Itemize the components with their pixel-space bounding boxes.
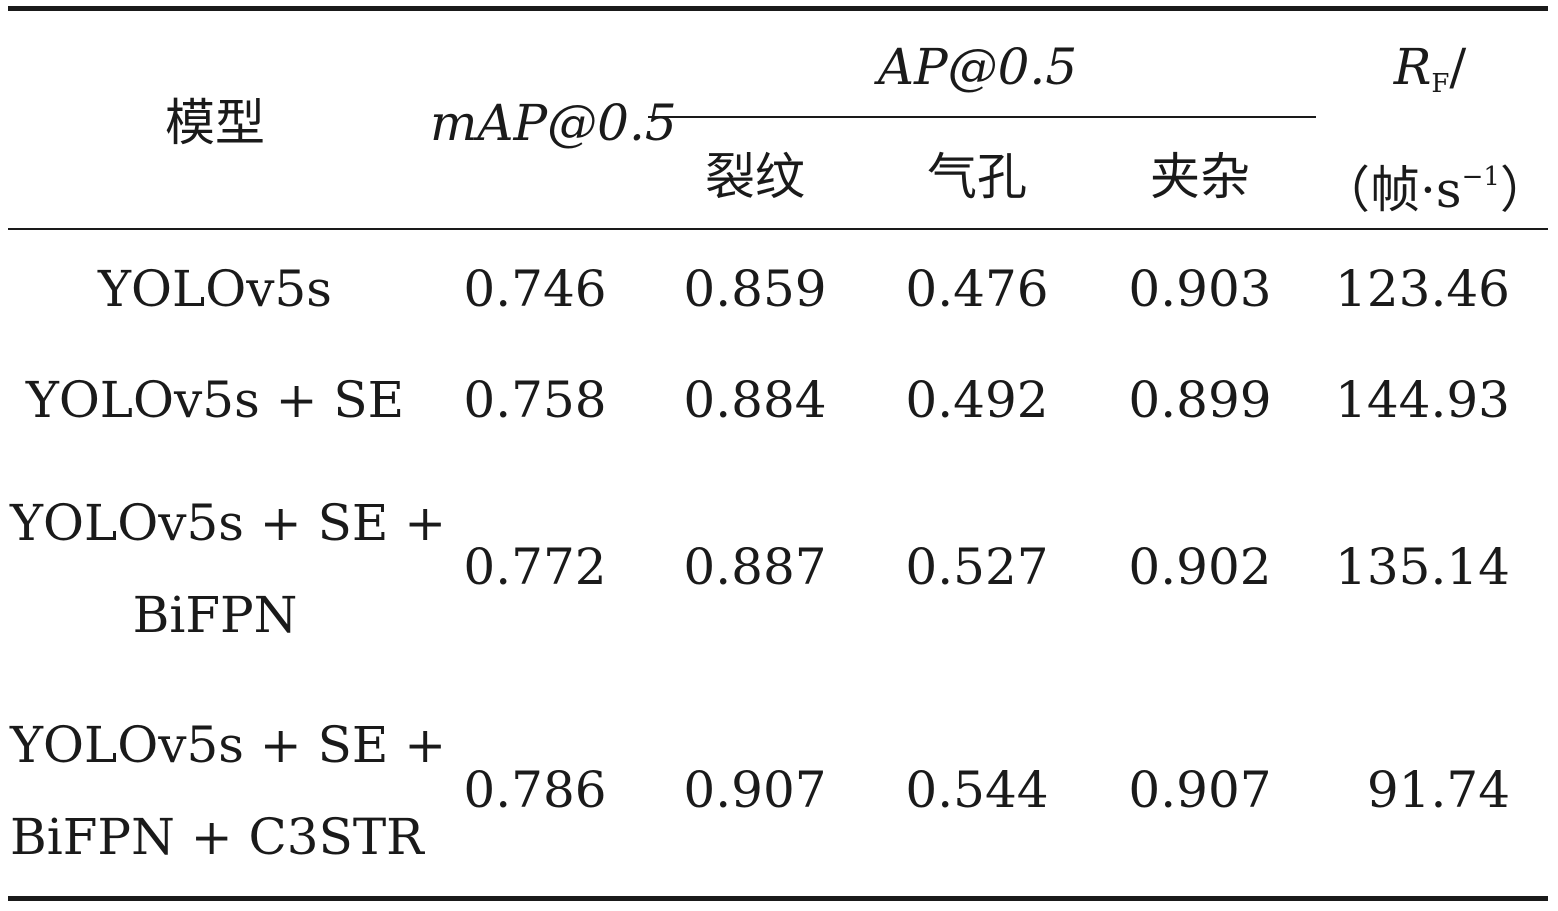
- row-inclusion: 0.907: [1128, 761, 1272, 819]
- row-pore: 0.492: [905, 371, 1049, 429]
- header-rf: RF/: [1393, 38, 1467, 99]
- row-model: YOLOv5s: [98, 260, 332, 318]
- row-crack: 0.859: [683, 260, 827, 318]
- ap-group-underline: [648, 116, 1316, 118]
- table-bottom-rule: [8, 896, 1548, 901]
- header-rf-unit: （帧·s−1）: [1320, 161, 1550, 219]
- row-map: 0.786: [463, 761, 607, 819]
- row-model-line-1: YOLOv5s + SE +: [10, 494, 447, 552]
- row-model: YOLOv5s + SE: [25, 371, 405, 429]
- row-rf: 123.46: [1335, 260, 1510, 318]
- header-ap-pore: 气孔: [927, 148, 1027, 206]
- row-model-line-2: BiFPN: [132, 586, 298, 644]
- row-crack: 0.884: [683, 371, 827, 429]
- header-map: mAP@0.5: [430, 94, 677, 152]
- row-map: 0.746: [463, 260, 607, 318]
- row-crack: 0.887: [683, 538, 827, 596]
- row-pore: 0.476: [905, 260, 1049, 318]
- row-rf: 135.14: [1335, 538, 1510, 596]
- row-map: 0.772: [463, 538, 607, 596]
- row-crack: 0.907: [683, 761, 827, 819]
- header-ap-inclusion: 夹杂: [1150, 148, 1250, 206]
- row-model-line-2: BiFPN + C3STR: [10, 808, 424, 866]
- row-inclusion: 0.899: [1128, 371, 1272, 429]
- header-ap-group: AP@0.5: [877, 38, 1078, 96]
- row-pore: 0.544: [905, 761, 1049, 819]
- row-inclusion: 0.902: [1128, 538, 1272, 596]
- row-pore: 0.527: [905, 538, 1049, 596]
- table-top-rule: [8, 6, 1548, 11]
- row-model-line-1: YOLOv5s + SE +: [10, 716, 447, 774]
- header-ap-crack: 裂纹: [705, 148, 805, 206]
- header-bottom-rule: [8, 228, 1548, 230]
- row-rf: 91.74: [1366, 761, 1510, 819]
- header-model: 模型: [165, 94, 265, 152]
- row-rf: 144.93: [1335, 371, 1510, 429]
- row-inclusion: 0.903: [1128, 260, 1272, 318]
- row-map: 0.758: [463, 371, 607, 429]
